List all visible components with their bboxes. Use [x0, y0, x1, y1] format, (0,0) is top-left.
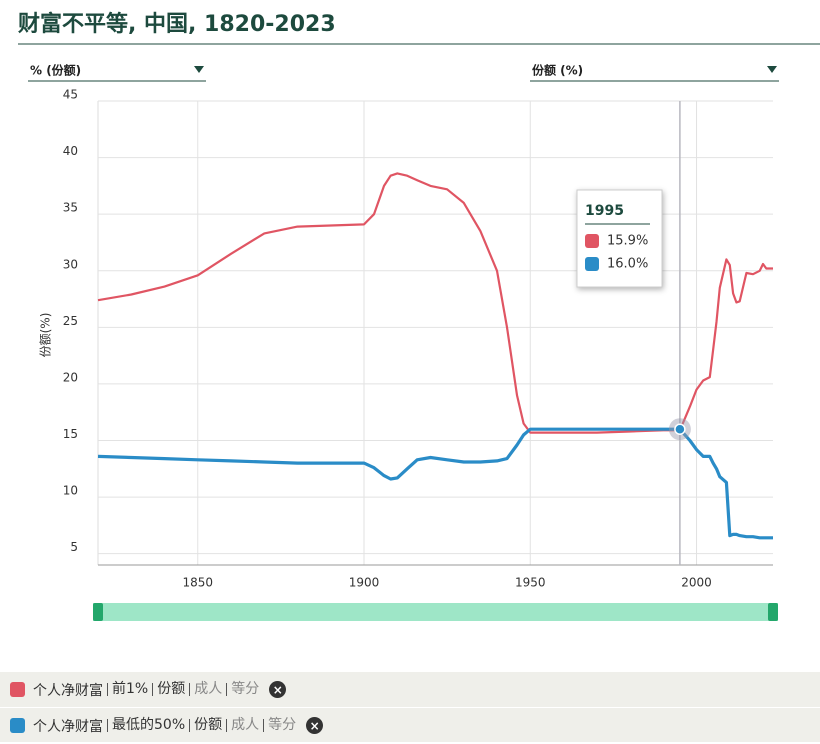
y-tick-label: 20: [63, 370, 78, 384]
slider-track: [93, 603, 778, 621]
legend-detail: 成人: [226, 718, 263, 732]
legend-detail: 最低的50%: [107, 718, 189, 732]
x-tick-label: 2000: [681, 576, 712, 590]
legend-remove[interactable]: ×: [306, 717, 324, 734]
legend-detail: 成人: [189, 682, 226, 696]
legend-row: 个人净财富 最低的50% 份额 成人 等分 ×: [0, 708, 820, 744]
tooltip-swatch: [585, 257, 599, 271]
y-tick-label: 10: [63, 484, 78, 498]
legend: 个人净财富 前1% 份额 成人 等分 × 个人净财富 最低的50% 份额 成人 等分 ×: [0, 672, 820, 744]
series-line: [97, 172, 773, 434]
tooltip-title: 1995: [585, 203, 624, 219]
legend-swatch: [10, 682, 25, 697]
dropdown-arrow: [194, 66, 204, 73]
y-tick-label: 45: [63, 88, 78, 102]
legend-swatch: [10, 718, 25, 733]
series-line: [97, 427, 773, 540]
slider-handle[interactable]: [93, 603, 103, 621]
x-tick-label: 1850: [182, 576, 213, 590]
legend-detail: 份额: [189, 718, 226, 732]
dropdown-label: % (份额): [30, 63, 81, 78]
range-slider[interactable]: [93, 603, 778, 621]
dropdown-label: 份额 (%): [532, 63, 583, 78]
legend-name: 个人净财富: [33, 718, 103, 735]
slider-handle[interactable]: [768, 603, 778, 621]
hover-point: [674, 423, 686, 435]
tooltip-value: 15.9%: [607, 234, 648, 249]
tooltip-swatch: [585, 234, 599, 248]
y-tick-label: 30: [63, 257, 78, 271]
y-tick-label: 35: [63, 201, 78, 215]
right-dropdown[interactable]: 份额 (%): [530, 63, 779, 82]
tooltip: 1995 15.9% 16.0%: [576, 189, 663, 288]
legend-row: 个人净财富 前1% 份额 成人 等分 ×: [0, 672, 820, 708]
legend-detail: 等分: [226, 682, 263, 696]
x-tick-label: 1950: [515, 576, 546, 590]
tooltip-value: 16.0%: [607, 257, 648, 272]
legend-detail: 等分: [263, 718, 300, 732]
y-tick-label: 5: [70, 540, 78, 554]
left-dropdown[interactable]: % (份额): [28, 63, 206, 82]
y-tick-label: 40: [63, 144, 78, 158]
legend-detail: 前1%: [107, 682, 152, 696]
x-tick-label: 1900: [349, 576, 380, 590]
y-tick-label: 25: [63, 314, 78, 328]
y-axis-title: 份额(%): [39, 313, 53, 358]
legend-remove[interactable]: ×: [269, 681, 287, 698]
legend-detail: 份额: [152, 682, 189, 696]
chart-title: 财富不平等, 中国, 1820-2023: [18, 11, 336, 37]
y-tick-label: 15: [63, 427, 78, 441]
legend-name: 个人净财富: [33, 682, 103, 699]
chart: 财富不平等, 中国, 1820-2023 % (份额) 份额 (%) 份额(%)…: [18, 11, 820, 621]
dropdown-arrow: [767, 66, 777, 73]
